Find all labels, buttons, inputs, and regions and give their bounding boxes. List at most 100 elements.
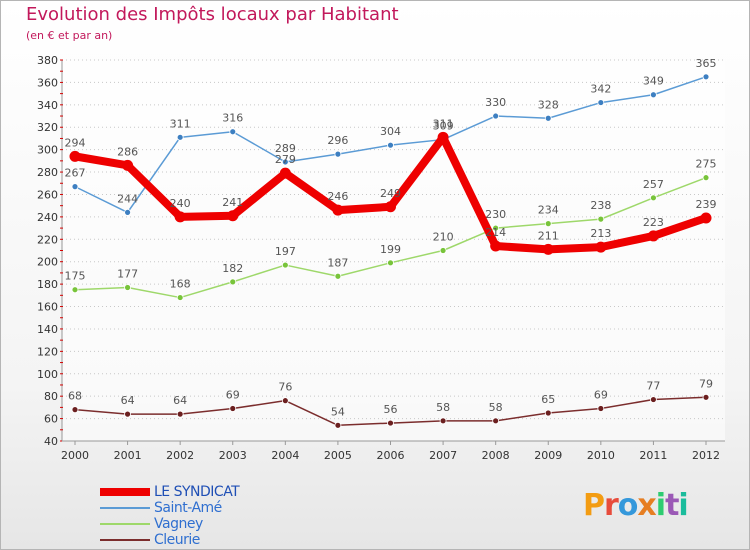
data-point	[597, 99, 605, 106]
data-label: 257	[643, 178, 664, 191]
data-point	[387, 141, 394, 149]
y-tick-label: 360	[37, 76, 58, 89]
data-label: 168	[170, 278, 191, 291]
data-label: 69	[594, 389, 608, 402]
data-label: 244	[117, 192, 138, 205]
data-label: 311	[170, 117, 191, 130]
y-tick-label: 320	[37, 121, 58, 134]
data-point	[490, 240, 502, 252]
y-tick-label: 240	[37, 211, 58, 224]
x-tick-label: 2000	[61, 449, 89, 462]
data-label: 199	[380, 243, 401, 256]
data-point	[122, 159, 134, 171]
data-point	[702, 73, 710, 81]
data-label: 211	[538, 229, 559, 242]
data-label: 309	[433, 120, 454, 133]
data-point	[71, 183, 79, 191]
data-point	[174, 211, 186, 223]
data-label: 234	[538, 204, 559, 217]
legend-label: LE SYNDICAT	[154, 484, 240, 500]
y-tick-label: 380	[37, 54, 58, 67]
data-point	[385, 201, 396, 213]
legend-swatch	[100, 507, 150, 509]
legend-swatch	[100, 539, 150, 541]
data-point	[124, 410, 131, 418]
data-point	[332, 204, 344, 216]
data-label: 65	[541, 393, 555, 406]
x-tick-label: 2009	[534, 449, 562, 462]
data-point	[595, 241, 607, 253]
legend-label: Cleurie	[154, 532, 200, 548]
data-point	[176, 294, 184, 301]
data-label: 79	[699, 377, 713, 390]
data-label: 249	[380, 187, 401, 200]
data-label: 365	[696, 57, 717, 70]
y-tick-label: 120	[37, 345, 58, 358]
data-point	[229, 405, 237, 412]
x-tick-label: 2007	[429, 449, 457, 462]
data-point	[650, 396, 657, 403]
x-tick-label: 2003	[219, 449, 247, 462]
logo-letter: P	[583, 488, 605, 523]
logo-letter: r	[604, 488, 619, 523]
data-label: 328	[538, 98, 559, 111]
data-point	[437, 131, 449, 143]
x-tick-label: 2010	[587, 449, 615, 462]
chart-subtitle: (en € et par an)	[26, 29, 113, 42]
data-point	[229, 128, 237, 136]
data-label: 58	[436, 401, 450, 414]
data-point	[542, 243, 554, 255]
data-label: 342	[590, 83, 611, 96]
data-point	[700, 212, 712, 224]
y-tick-label: 300	[37, 144, 58, 157]
data-label: 64	[173, 394, 187, 407]
data-point	[387, 419, 394, 427]
data-point	[702, 174, 710, 182]
data-label: 58	[489, 401, 503, 414]
data-label: 246	[327, 190, 348, 203]
data-label: 54	[331, 405, 345, 418]
data-label: 296	[327, 134, 348, 147]
x-tick-label: 2006	[377, 449, 405, 462]
logo-letter: i	[678, 488, 688, 523]
y-tick-label: 280	[37, 166, 58, 179]
x-tick-label: 2001	[114, 449, 142, 462]
data-point	[544, 114, 552, 122]
data-point	[281, 158, 289, 166]
data-point	[650, 194, 657, 202]
data-point	[334, 421, 342, 429]
data-point	[544, 409, 552, 417]
x-tick-label: 2008	[482, 449, 510, 462]
data-label: 68	[68, 390, 82, 403]
logo-letter: o	[617, 488, 639, 523]
y-tick-label: 260	[37, 188, 58, 201]
y-tick-label: 340	[37, 99, 58, 112]
data-label: 240	[170, 197, 191, 210]
data-point	[597, 405, 605, 412]
y-tick-label: 100	[37, 368, 58, 381]
legend-label: Vagney	[154, 516, 203, 532]
data-label: 294	[65, 136, 86, 149]
data-label: 223	[643, 216, 664, 229]
data-label: 182	[222, 262, 243, 275]
data-point	[281, 261, 289, 269]
y-tick-label: 80	[44, 390, 58, 403]
data-label: 238	[590, 199, 611, 212]
data-point	[71, 406, 79, 414]
data-point	[597, 215, 605, 223]
data-point	[439, 247, 447, 254]
data-label: 267	[65, 167, 86, 180]
data-label: 304	[380, 125, 401, 138]
x-tick-label: 2011	[639, 449, 667, 462]
data-label: 241	[222, 196, 243, 209]
data-point	[492, 224, 500, 232]
data-point	[387, 259, 394, 267]
data-label: 56	[384, 403, 398, 416]
x-tick-label: 2002	[166, 449, 194, 462]
data-label: 210	[433, 231, 454, 244]
data-label: 69	[226, 389, 240, 402]
chart-title: Evolution des Impôts locaux par Habitant	[26, 4, 399, 25]
logo-letter: i	[655, 488, 666, 523]
data-point	[176, 410, 184, 418]
